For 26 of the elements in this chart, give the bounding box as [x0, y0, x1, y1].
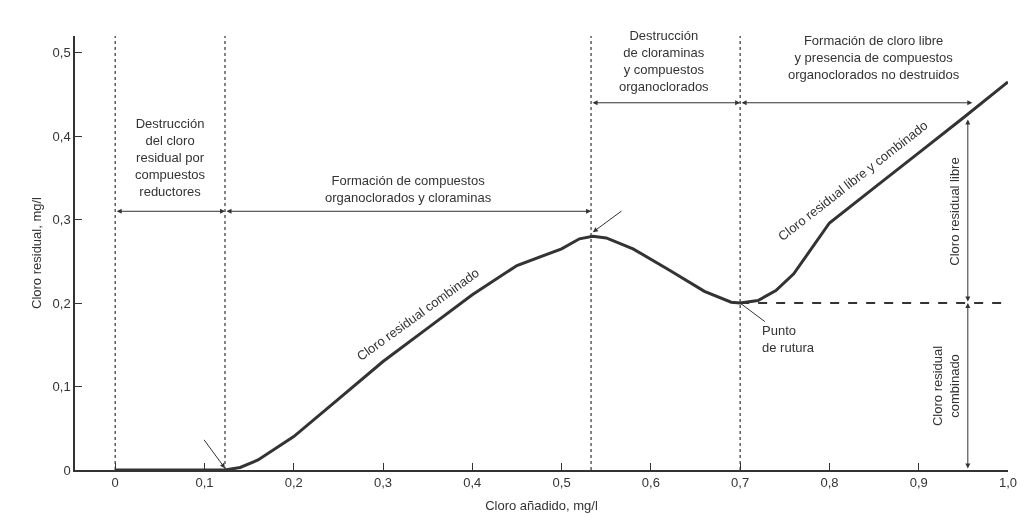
- x-tick-label: 0,2: [284, 475, 303, 491]
- y-axis-title: Cloro residual, mg/l: [29, 196, 45, 309]
- y-tick-label: 0: [63, 462, 71, 478]
- x-tick-label: 0: [111, 475, 119, 491]
- y-tick-label: 0,2: [52, 295, 71, 311]
- y-tick-label: 0,4: [52, 128, 71, 144]
- x-tick-label: 0,9: [909, 475, 928, 491]
- y-tick-label: 0,1: [52, 379, 71, 395]
- x-tick-label: 0,6: [641, 475, 660, 491]
- annotation: Formación de compuestos organoclorados y cloraminas: [325, 173, 492, 205]
- annotation: Formación de cloro libre y presencia de compuestos organoclorados no destruidos: [788, 33, 960, 82]
- x-tick-label: 0,7: [731, 475, 750, 491]
- annotation: Destrucción de cloraminas y compuestos organoclorados: [619, 28, 710, 94]
- annotation: Punto de rutura: [762, 323, 815, 355]
- annotation: Cloro residual combinado: [929, 345, 962, 427]
- x-tick-label: 0,1: [195, 475, 214, 491]
- x-tick-label: 0,4: [463, 475, 482, 491]
- annotation: Cloro residual libre: [947, 157, 963, 266]
- annotation: Destrucción del cloro residual por compuestos reductores: [135, 116, 206, 199]
- y-tick-label: 0,3: [52, 212, 71, 228]
- x-tick-label: 0,3: [373, 475, 393, 491]
- x-tick-label: 0,8: [820, 475, 839, 491]
- x-tick-label: 0,5: [552, 475, 571, 491]
- x-tick-label: 1,0: [998, 475, 1018, 491]
- y-tick-label: 0,5: [52, 45, 71, 61]
- x-axis-title: Cloro añadido, mg/l: [485, 498, 598, 514]
